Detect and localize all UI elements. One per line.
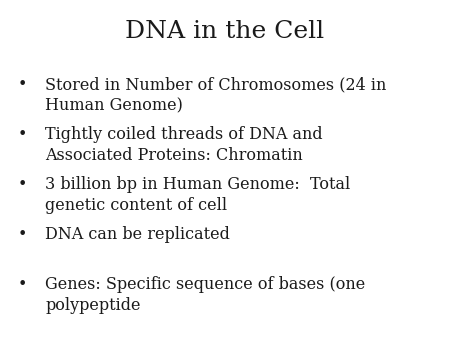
Text: 3 billion bp in Human Genome:  Total
genetic content of cell: 3 billion bp in Human Genome: Total gene…: [45, 176, 350, 214]
Text: Tightly coiled threads of DNA and
Associated Proteins: Chromatin: Tightly coiled threads of DNA and Associ…: [45, 126, 323, 164]
Text: Stored in Number of Chromosomes (24 in
Human Genome): Stored in Number of Chromosomes (24 in H…: [45, 76, 387, 114]
Text: •: •: [18, 126, 27, 143]
Text: •: •: [18, 276, 27, 293]
Text: •: •: [18, 226, 27, 243]
Text: •: •: [18, 176, 27, 193]
Text: DNA in the Cell: DNA in the Cell: [126, 20, 324, 43]
Text: •: •: [18, 76, 27, 93]
Text: DNA can be replicated: DNA can be replicated: [45, 226, 230, 243]
Text: Genes: Specific sequence of bases (one
polypeptide: Genes: Specific sequence of bases (one p…: [45, 276, 365, 314]
